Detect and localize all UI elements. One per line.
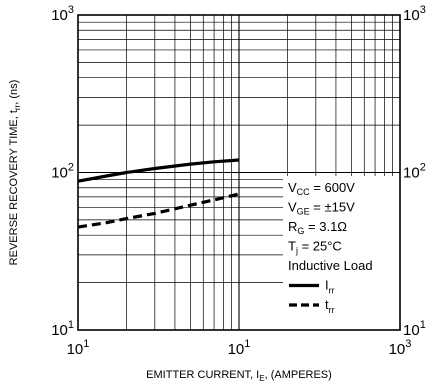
legend-label: Irr: [325, 278, 335, 296]
condition-line: Tj = 25°C: [288, 239, 342, 256]
y-tick-label-right: 102: [403, 162, 426, 182]
test-conditions: VCC = 600V VGE = ±15V RG = 3.1Ω Tj = 25°C In…: [288, 180, 373, 273]
condition-line: Inductive Load: [288, 258, 373, 273]
y-tick-label-left: 103: [51, 4, 74, 24]
series-lines: [77, 158, 240, 229]
y-tick-label-left: 102: [51, 162, 74, 182]
condition-line: VCC = 600V: [288, 180, 355, 197]
condition-line: RG = 3.1Ω: [288, 219, 347, 236]
y-tick-label-left: 101: [51, 319, 74, 339]
y-axis-label: REVERSE RECOVERY TIME, trr, (ns): [8, 80, 22, 266]
x-tick-label: 101: [228, 338, 251, 358]
axis-labels: EMITTER CURRENT, IE, (AMPERES) REVERSE RE…: [8, 80, 332, 383]
legend-label: trr: [325, 297, 335, 315]
x-tick-label: 101: [67, 338, 90, 358]
plot-frame: [77, 14, 401, 331]
series-line-trr: [77, 192, 240, 229]
y-tick-label-right: 103: [403, 4, 426, 24]
condition-line: VGE = ±15V: [288, 200, 355, 217]
series-line-irr: [77, 158, 240, 183]
x-axis-label: EMITTER CURRENT, IE, (AMPERES): [146, 369, 332, 383]
y-tick-label-right: 101: [403, 319, 426, 339]
x-tick-label: 103: [389, 338, 412, 358]
